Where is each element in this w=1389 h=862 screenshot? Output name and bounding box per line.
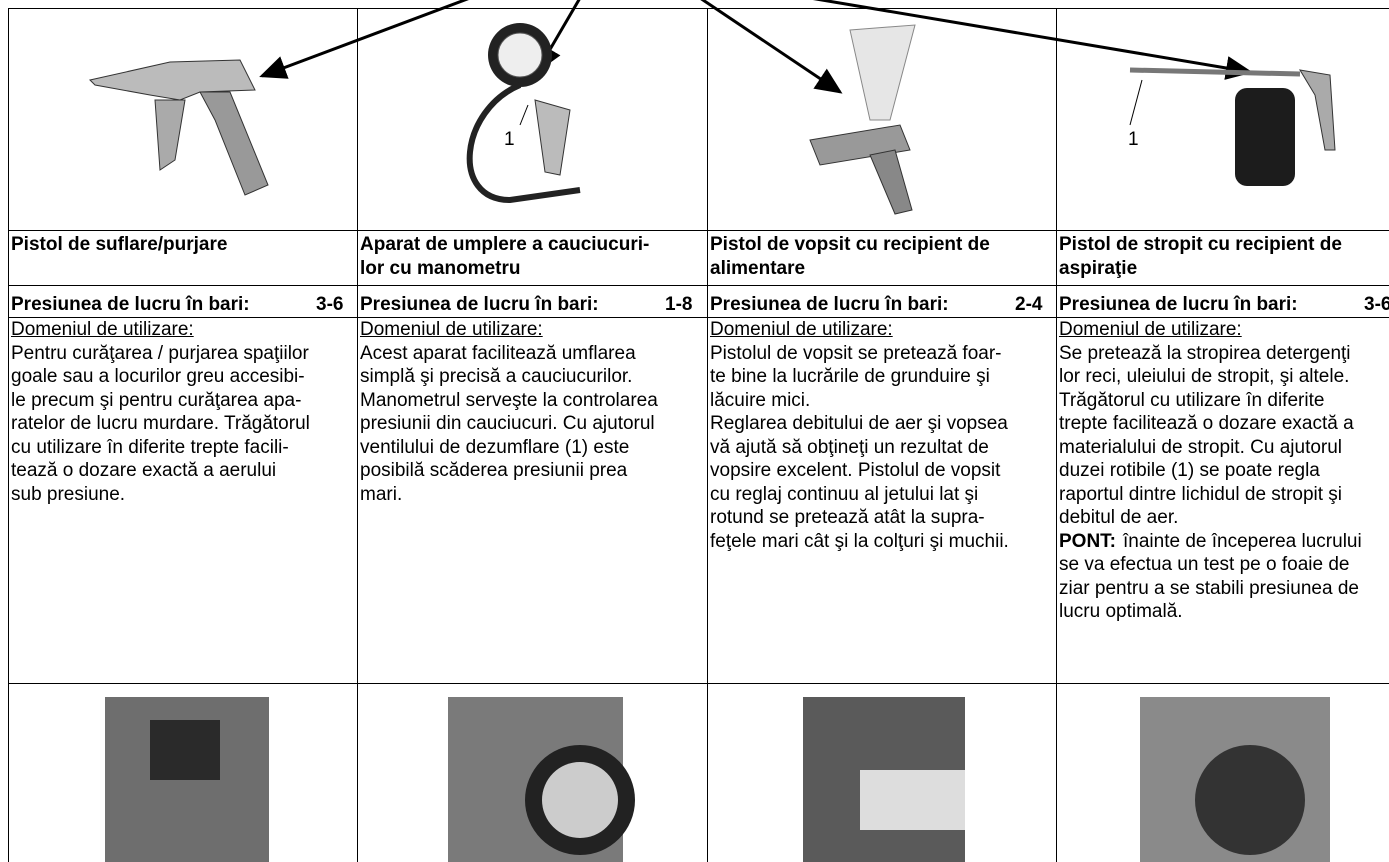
pressure-label: Presiunea de lucru în bari: bbox=[710, 294, 949, 315]
usage-line: Reglarea debitului de aer şi vopsea bbox=[710, 413, 1008, 434]
tire-inflator bbox=[466, 23, 581, 204]
callout: 1 bbox=[1128, 129, 1139, 150]
blow-gun bbox=[89, 59, 269, 196]
usage-line: vopsire excelent. Pistolul de vopsit bbox=[710, 460, 1001, 481]
tool-title: aspiraţie bbox=[1059, 257, 1138, 279]
usage-heading: Domeniul de utilizare: bbox=[1059, 319, 1242, 340]
pressure-value: 3-6 bbox=[316, 294, 344, 315]
usage-line: ratelor de lucru murdare. Trăgătorul bbox=[11, 413, 310, 434]
usage-line: duzei rotibile (1) se poate regla bbox=[1059, 460, 1320, 481]
usage-line: lăcuire mici. bbox=[710, 389, 811, 411]
usage-line: posibilă scăderea presiunii prea bbox=[360, 460, 628, 481]
tool-title: alimentare bbox=[710, 257, 806, 279]
pressure-value: 2-4 bbox=[1015, 294, 1043, 315]
usage-line: tează o dozare exactă a aerului bbox=[11, 460, 277, 481]
usage-line: Pentru curăţarea / purjarea spaţiilor bbox=[11, 342, 309, 364]
tool-title: Pistol de vopsit cu recipient de bbox=[710, 234, 990, 255]
tip-line: se va efectua un test pe o foaie de bbox=[1059, 554, 1350, 575]
usage-line: vă ajută să obţineţi un rezultat de bbox=[710, 436, 989, 458]
usage-line: Manometrul serveşte la controlarea bbox=[360, 389, 658, 411]
tool-title: lor cu manometru bbox=[360, 257, 521, 279]
usage-heading: Domeniul de utilizare: bbox=[710, 319, 893, 340]
usage-line: lor reci, uleiului de stropit, şi altele… bbox=[1059, 366, 1350, 387]
usage-line: mari. bbox=[360, 483, 403, 505]
usage-line: raportul dintre lichidul de stropit şi bbox=[1059, 483, 1343, 505]
spray-gun bbox=[1129, 67, 1336, 186]
usage-heading: Domeniul de utilizare: bbox=[360, 319, 543, 340]
usage-line: Se pretează la stropirea detergenţi bbox=[1059, 342, 1351, 364]
usage-line: cu reglaj continuu al jetului lat şi bbox=[710, 483, 979, 505]
photos bbox=[105, 697, 1330, 862]
usage-line: Acest aparat facilitează umflarea bbox=[360, 342, 636, 364]
usage-line: le precum şi pentru curăţarea apa- bbox=[11, 389, 302, 411]
tip-line: înainte de începerea lucrului bbox=[1123, 530, 1362, 552]
pressure-value: 1-8 bbox=[665, 294, 693, 315]
pressure-label: Presiunea de lucru în bari: bbox=[11, 294, 250, 315]
usage-line: Trăgătorul cu utilizare în diferite bbox=[1059, 389, 1325, 411]
pressure-value: 3-6 bbox=[1364, 294, 1389, 315]
usage-line: te bine la lucrările de grunduire şi bbox=[710, 366, 990, 387]
tool-title: Aparat de umplere a cauciucuri- bbox=[360, 234, 650, 255]
arrows bbox=[259, 0, 1253, 94]
pressure-label: Presiunea de lucru în bari: bbox=[1059, 294, 1298, 315]
tool-title: Pistol de stropit cu recipient de bbox=[1059, 234, 1342, 255]
paint-gun bbox=[809, 24, 916, 215]
usage-line: goale sau a locurilor greu accesibi- bbox=[11, 366, 305, 387]
usage-line: sub presiune. bbox=[11, 483, 126, 505]
pressure-label: Presiunea de lucru în bari: bbox=[360, 294, 599, 315]
usage-line: ventilului de dezumflare (1) este bbox=[360, 436, 630, 458]
tool-title: Pistol de suflare/purjare bbox=[11, 234, 228, 255]
usage-line: Pistolul de vopsit se pretează foar- bbox=[710, 342, 1002, 364]
callout: 1 bbox=[504, 129, 515, 150]
usage-line: simplă şi precisă a cauciucurilor. bbox=[360, 366, 633, 387]
usage-line: materialului de stropit. Cu ajutorul bbox=[1059, 436, 1343, 458]
usage-line: feţele mari cât şi la colţuri şi muchii. bbox=[710, 530, 1009, 552]
tip-line: ziar pentru a se stabili presiunea de bbox=[1059, 577, 1359, 599]
usage-line: debitul de aer. bbox=[1059, 507, 1179, 528]
usage-line: presiunii din cauciucuri. Cu ajutorul bbox=[360, 413, 655, 434]
usage-line: rotund se pretează atât la supra- bbox=[710, 507, 985, 528]
tip-label: PONT: bbox=[1059, 530, 1116, 552]
usage-line: trepte facilitează o dozare exactă a bbox=[1059, 413, 1354, 434]
usage-line: cu utilizare în diferite trepte facili- bbox=[11, 436, 289, 458]
usage-heading: Domeniul de utilizare: bbox=[11, 319, 194, 340]
tip-line: lucru optimală. bbox=[1059, 601, 1183, 622]
